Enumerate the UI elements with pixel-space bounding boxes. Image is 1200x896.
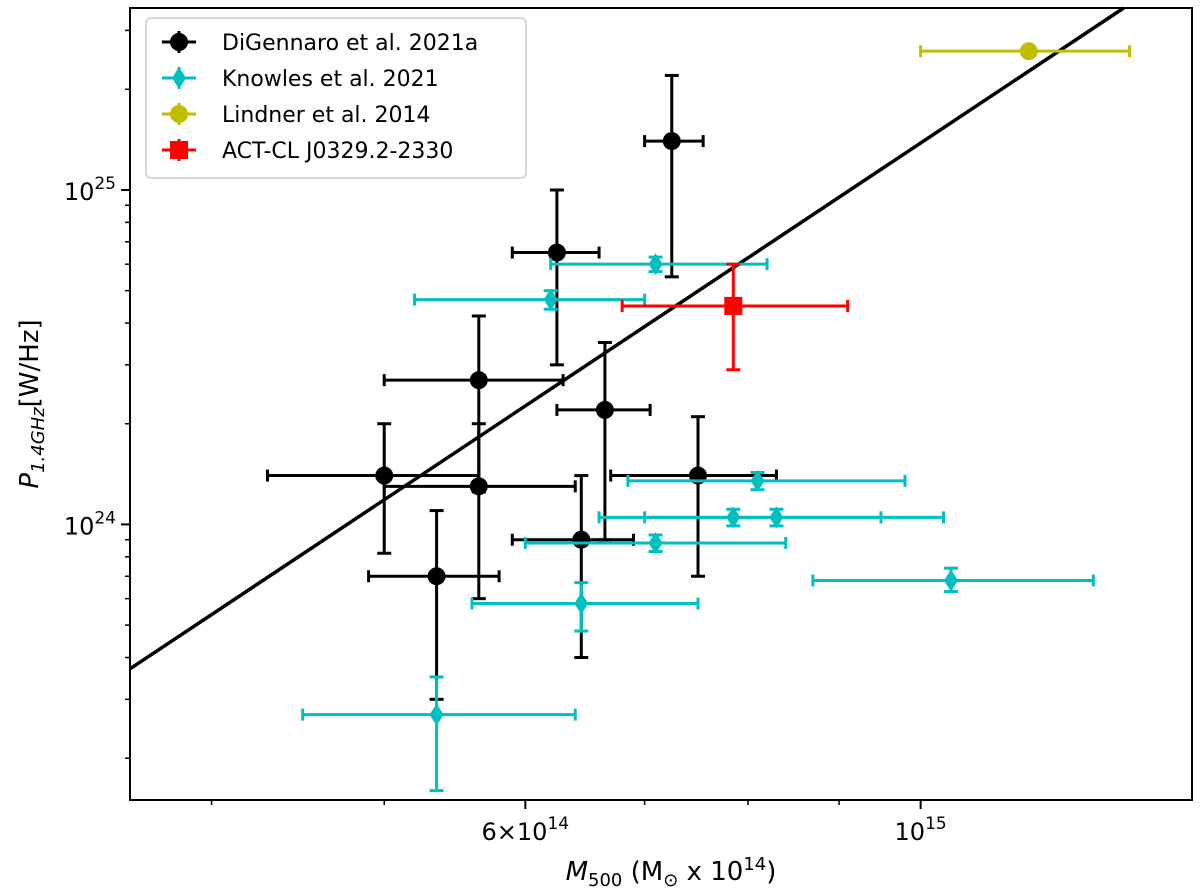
data-point (469, 371, 488, 390)
x-label-close: ) (766, 857, 776, 887)
minor-ticks (125, 29, 840, 805)
legend: DiGennaro et al. 2021a Knowles et al. 202… (145, 17, 527, 179)
y-tick-label: 1025 (64, 174, 116, 206)
data-point (769, 506, 784, 529)
error-bar (643, 73, 705, 279)
error-bar (382, 422, 577, 601)
series-3 (620, 262, 850, 372)
plot-frame (129, 7, 1193, 801)
error-bar (609, 415, 778, 578)
legend-marker (170, 33, 188, 51)
legend-item: DiGennaro et al. 2021a (162, 31, 478, 56)
data-point (375, 466, 394, 485)
data-point (427, 567, 446, 586)
series-layer (266, 42, 1132, 793)
x-label-sun: ⊙ (663, 870, 678, 891)
x-tick-label: 6×1014 (482, 814, 570, 846)
data-point (1019, 42, 1038, 61)
data-point (572, 530, 591, 549)
x-label-main: M (566, 857, 588, 887)
fit-line (129, 6, 1125, 671)
y-tick-label: 1024 (64, 508, 116, 540)
error-bar (382, 314, 565, 494)
data-point (724, 296, 743, 315)
error-bar (510, 474, 635, 660)
error-bar (510, 188, 601, 367)
x-label-sub: 500 (588, 870, 622, 891)
x-label-rest: (M (622, 857, 663, 887)
data-point (943, 569, 958, 592)
legend-marker (170, 141, 188, 159)
x-label-unit: x 10 (678, 857, 743, 887)
data-point (662, 132, 681, 151)
y-tick-base: 10 (64, 178, 95, 206)
x-tick-label: 1015 (895, 814, 947, 846)
data-point (595, 400, 614, 419)
y-axis-label: P1.4GHz[W/Hz] (15, 319, 49, 488)
data-point (429, 703, 444, 726)
error-bar (643, 507, 946, 528)
x-axis-label: M500 (M⊙ x 1014) (566, 854, 777, 891)
x-tick-base: 10 (895, 818, 926, 846)
series-2 (919, 42, 1132, 61)
series-0 (266, 73, 778, 701)
plot-area (129, 7, 1193, 801)
y-tick-exp: 24 (94, 508, 116, 528)
error-bar (555, 340, 652, 542)
legend-label: Knowles et al. 2021 (222, 67, 439, 92)
x-tick-base: 6×10 (482, 818, 548, 846)
legend-label: Lindner et al. 2014 (222, 103, 431, 128)
data-point (547, 243, 566, 262)
legend-item: ACT-CL J0329.2-2330 (162, 139, 453, 164)
legend-label: ACT-CL J0329.2-2330 (222, 139, 453, 164)
data-point (648, 532, 663, 555)
fit-layer (129, 6, 1125, 671)
series-1 (301, 253, 1095, 793)
error-bar (413, 289, 647, 311)
y-label-main: P (15, 473, 45, 489)
legend-box (145, 17, 527, 179)
y-label-rest: [W/Hz] (15, 319, 45, 407)
error-bar (301, 675, 577, 793)
x-label-exp: 14 (743, 854, 766, 875)
legend-items: DiGennaro et al. 2021a Knowles et al. 202… (162, 31, 478, 164)
y-tick-base: 10 (64, 512, 95, 540)
data-point (750, 469, 765, 492)
legend-item: Knowles et al. 2021 (162, 67, 439, 92)
y-tick-exp: 25 (94, 174, 116, 194)
x-tick-exp: 15 (925, 814, 947, 834)
data-point (648, 253, 663, 276)
data-point (543, 288, 558, 311)
error-bar (266, 422, 481, 555)
data-point (574, 592, 589, 615)
legend-marker (170, 105, 188, 123)
legend-marker (172, 67, 186, 89)
legend-item: Lindner et al. 2014 (162, 103, 431, 128)
y-label-sub: 1.4GHz (28, 407, 49, 473)
x-tick-exp: 14 (547, 814, 569, 834)
data-point (469, 477, 488, 496)
legend-label: DiGennaro et al. 2021a (222, 31, 478, 56)
